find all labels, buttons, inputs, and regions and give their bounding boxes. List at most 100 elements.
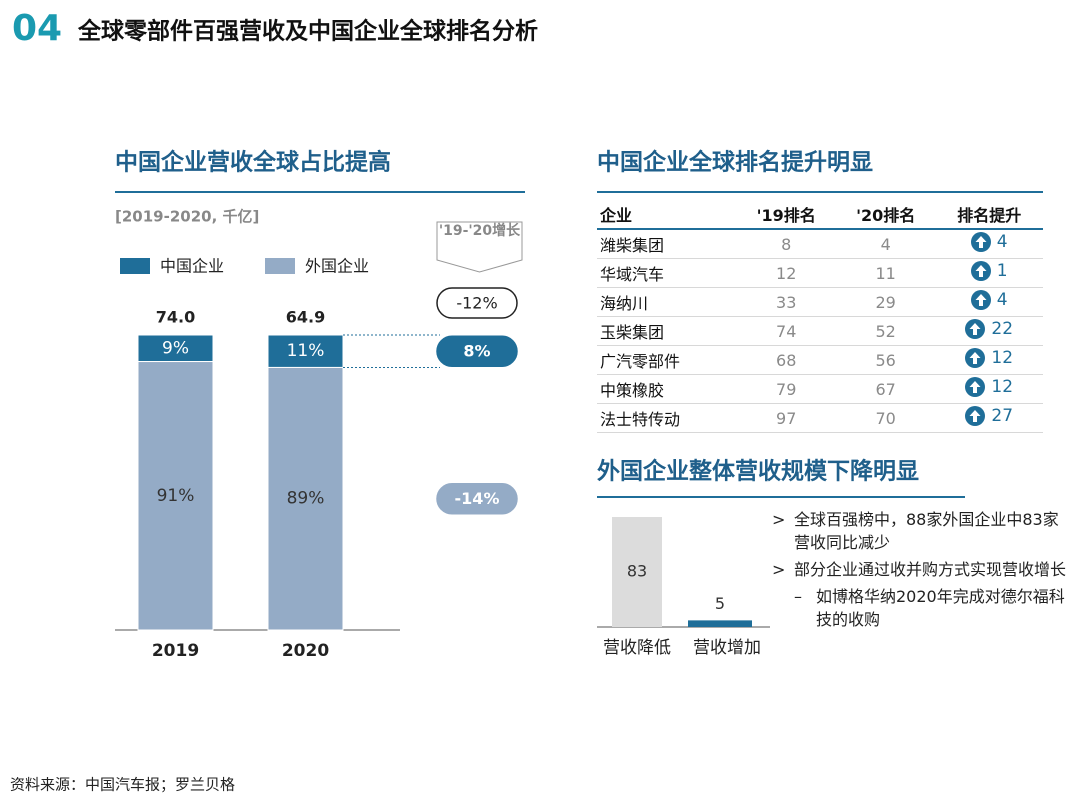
table-cell: 67 bbox=[835, 374, 936, 404]
column-header: 排名提升 bbox=[935, 200, 1043, 230]
bullet-list: > 全球百强榜中，88家外国企业中83家营收同比减少 > 部分企业通过收并购方式实现营… bbox=[772, 508, 1067, 635]
rank-change: 12 bbox=[991, 348, 1014, 368]
up-arrow-icon bbox=[965, 377, 986, 397]
rank-change: 22 bbox=[991, 319, 1014, 339]
table-cell: 4 bbox=[835, 229, 936, 259]
bullet-marker: – bbox=[794, 587, 802, 606]
bullet: > 部分企业通过收并购方式实现营收增长 bbox=[772, 558, 1067, 581]
bar bbox=[688, 620, 752, 627]
bullet-marker: > bbox=[772, 510, 786, 529]
bar-segment bbox=[267, 366, 344, 631]
table-cell: 广汽零部件 bbox=[597, 345, 737, 375]
up-arrow-icon bbox=[965, 406, 986, 426]
table-cell: 52 bbox=[835, 316, 936, 346]
total-label: 64.9 bbox=[286, 308, 325, 327]
bullet: – 如博格华纳2020年完成对德尔福科技的收购 bbox=[772, 585, 1067, 631]
rank-up: 22 bbox=[965, 319, 1013, 339]
table-cell: 潍柴集团 bbox=[597, 229, 737, 259]
rank-change: 4 bbox=[996, 232, 1008, 252]
value-label: 91% bbox=[157, 486, 195, 506]
column-header: '20排名 bbox=[835, 200, 936, 230]
legend-label: 中国企业 bbox=[160, 257, 224, 276]
total-label: 74.0 bbox=[156, 308, 195, 327]
rank-change: 4 bbox=[996, 290, 1008, 310]
growth-pill bbox=[436, 335, 518, 367]
rank-up: 12 bbox=[965, 348, 1013, 368]
legend-swatch bbox=[120, 258, 150, 274]
rank-table: 企业 '19排名 '20排名 排名提升 潍柴集团 8 4 4 华域汽车 12 11 1 海纳川 33 29 4… bbox=[597, 200, 1043, 433]
section-title: 外国企业整体营收规模下降明显 bbox=[597, 458, 919, 485]
rank-up: 12 bbox=[965, 377, 1013, 397]
legend-swatch bbox=[265, 258, 295, 274]
growth-label: -14% bbox=[455, 489, 500, 508]
bar-segment bbox=[137, 334, 214, 363]
table-cell: 8 bbox=[736, 229, 836, 259]
value-label: 89% bbox=[287, 489, 325, 509]
table-body: 潍柴集团 8 4 4 华域汽车 12 11 1 海纳川 33 29 4 玉柴集团 74 52 22 广汽零部件 6… bbox=[597, 229, 1043, 433]
up-arrow-icon bbox=[970, 261, 991, 281]
table-cell: 4 bbox=[935, 287, 1043, 317]
section-number: 04 bbox=[12, 8, 62, 49]
x-tick-label: 营收降低 bbox=[603, 638, 671, 658]
table-cell: 玉柴集团 bbox=[597, 316, 737, 346]
up-arrow-icon bbox=[965, 348, 986, 368]
value-label: 83 bbox=[627, 562, 647, 581]
bar-segment bbox=[267, 334, 344, 368]
table-cell: 华域汽车 bbox=[597, 258, 737, 288]
chart-subtitle: [2019-2020, 千亿] bbox=[115, 208, 259, 226]
table-row: 中策橡胶 79 67 12 bbox=[597, 374, 1043, 404]
source: 资料来源：中国汽车报；罗兰贝格 bbox=[10, 776, 235, 794]
bullet-marker: > bbox=[772, 560, 786, 579]
bar-segment bbox=[137, 361, 214, 631]
table-cell: 法士特传动 bbox=[597, 403, 737, 433]
growth-label: -12% bbox=[456, 294, 497, 313]
x-tick-label: 营收增加 bbox=[693, 638, 761, 658]
table-row: 法士特传动 97 70 27 bbox=[597, 403, 1043, 433]
value-label: 11% bbox=[287, 341, 325, 361]
table-cell: 1 bbox=[935, 258, 1043, 288]
table-cell: 97 bbox=[736, 403, 836, 433]
rank-change: 1 bbox=[996, 261, 1008, 281]
table-cell: 56 bbox=[835, 345, 936, 375]
up-arrow-icon bbox=[965, 319, 986, 339]
table-cell: 4 bbox=[935, 229, 1043, 259]
table-cell: 12 bbox=[736, 258, 836, 288]
value-label: 9% bbox=[162, 338, 189, 358]
table-cell: 68 bbox=[736, 345, 836, 375]
rank-change: 12 bbox=[991, 377, 1014, 397]
table-cell: 11 bbox=[835, 258, 936, 288]
table-cell: 12 bbox=[935, 374, 1043, 404]
table-cell: 33 bbox=[736, 287, 836, 317]
rank-up: 4 bbox=[970, 232, 1008, 252]
bullet: > 全球百强榜中，88家外国企业中83家营收同比减少 bbox=[772, 508, 1067, 554]
legend-label: 外国企业 bbox=[305, 257, 369, 276]
growth-header: '19-'20增长 bbox=[438, 223, 521, 239]
rank-up: 1 bbox=[970, 261, 1008, 281]
table-title: 中国企业全球排名提升明显 bbox=[597, 149, 873, 176]
value-label: 5 bbox=[715, 594, 725, 613]
rank-up: 27 bbox=[965, 406, 1013, 426]
table-cell: 74 bbox=[736, 316, 836, 346]
table-row: 玉柴集团 74 52 22 bbox=[597, 316, 1043, 346]
rank-up: 4 bbox=[970, 290, 1008, 310]
table-cell: 海纳川 bbox=[597, 287, 737, 317]
growth-header-shape bbox=[436, 221, 523, 273]
table-row: 潍柴集团 8 4 4 bbox=[597, 229, 1043, 259]
growth-label: 8% bbox=[463, 342, 490, 361]
x-tick-label: 2019 bbox=[152, 641, 199, 661]
up-arrow-icon bbox=[970, 290, 991, 310]
table-header: 企业 '19排名 '20排名 排名提升 bbox=[597, 200, 1043, 230]
up-arrow-icon bbox=[970, 232, 991, 252]
bullet-text: 如博格华纳2020年完成对德尔福科技的收购 bbox=[816, 587, 1065, 629]
rank-change: 27 bbox=[991, 406, 1014, 426]
bullet-text: 全球百强榜中，88家外国企业中83家营收同比减少 bbox=[794, 510, 1059, 552]
table-cell: 中策橡胶 bbox=[597, 374, 737, 404]
table-cell: 12 bbox=[935, 345, 1043, 375]
column-header: '19排名 bbox=[736, 200, 836, 230]
table-cell: 29 bbox=[835, 287, 936, 317]
table-cell: 27 bbox=[935, 403, 1043, 433]
chart-title: 中国企业营收全球占比提高 bbox=[115, 149, 391, 176]
table-cell: 70 bbox=[835, 403, 936, 433]
